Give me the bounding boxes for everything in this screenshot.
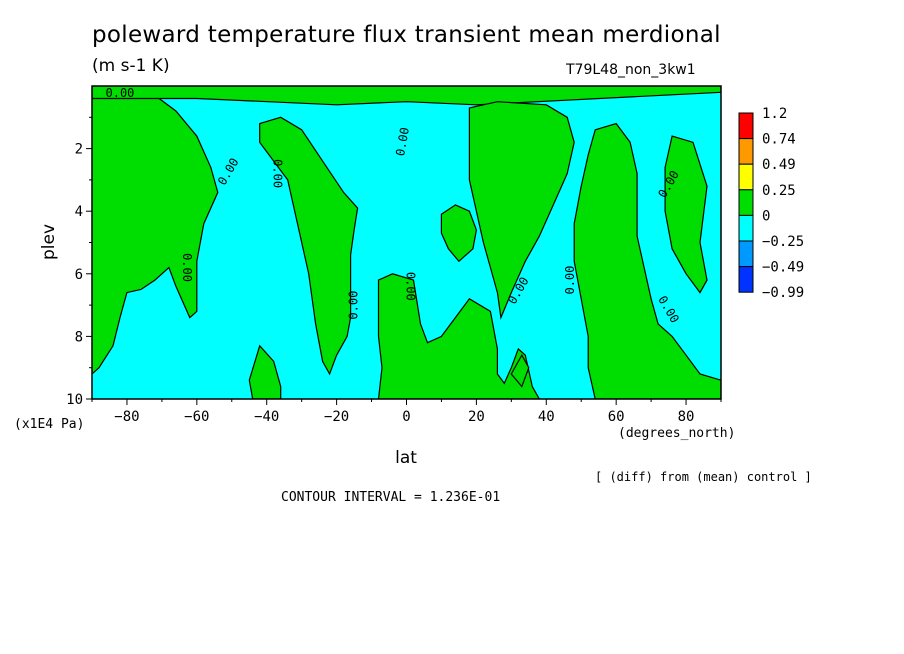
contour-label: 0.00 bbox=[180, 253, 194, 282]
y-axis-units: (x1E4 Pa) bbox=[14, 417, 84, 432]
x-tick-label: 60 bbox=[608, 409, 625, 425]
x-tick-label: 0 bbox=[402, 409, 410, 425]
colorbar-swatch bbox=[738, 112, 754, 140]
x-tick-label: 80 bbox=[678, 409, 695, 425]
positive-region-4 bbox=[377, 273, 540, 399]
y-tick-label: 4 bbox=[75, 204, 83, 220]
x-tick-label: −80 bbox=[114, 409, 139, 425]
diff-note: [ (diff) from (mean) control ] bbox=[595, 470, 812, 484]
colorbar-label: −0.49 bbox=[762, 260, 804, 276]
colorbar-label: 0 bbox=[762, 208, 770, 224]
colorbar-label: 1.2 bbox=[762, 106, 787, 122]
colorbar-label: −0.25 bbox=[762, 234, 804, 250]
x-tick-label: −20 bbox=[324, 409, 349, 425]
colorbar-swatch bbox=[738, 189, 754, 216]
colorbar-label: 0.74 bbox=[762, 132, 796, 148]
chart-title: poleward temperature flux transient mean… bbox=[92, 22, 721, 48]
positive-region-8 bbox=[468, 101, 575, 320]
colorbar-swatch bbox=[738, 240, 754, 268]
positive-region-7 bbox=[510, 353, 530, 388]
contour-label: 0.00 bbox=[563, 266, 577, 295]
y-tick-label: 8 bbox=[75, 329, 83, 345]
y-axis-label: plev bbox=[39, 224, 59, 260]
colorbar-label: −0.99 bbox=[762, 285, 804, 301]
contour-label: 0.00 bbox=[347, 291, 361, 320]
colorbar-label: 0.49 bbox=[762, 157, 796, 173]
contour-label: 0.00 bbox=[106, 86, 135, 100]
positive-region-5 bbox=[440, 204, 478, 263]
x-tick-label: 40 bbox=[538, 409, 555, 425]
run-label: T79L48_non_3kw1 bbox=[566, 62, 696, 78]
positive-region-1 bbox=[92, 94, 219, 375]
positive-region-10 bbox=[664, 135, 708, 294]
y-tick-label: 10 bbox=[66, 392, 83, 408]
x-tick-label: 20 bbox=[468, 409, 485, 425]
y-tick-label: 6 bbox=[75, 267, 83, 283]
colorbar-swatch bbox=[738, 163, 754, 191]
positive-region-2 bbox=[259, 116, 359, 376]
positive-region-9 bbox=[573, 122, 721, 399]
colorbar-label: 0.25 bbox=[762, 183, 796, 199]
x-axis-units: (degrees_north) bbox=[618, 426, 735, 441]
y-tick-label: 2 bbox=[75, 142, 83, 158]
colorbar-swatch bbox=[738, 214, 754, 242]
positive-region-6 bbox=[92, 86, 721, 106]
chart-units: (m s-1 K) bbox=[92, 56, 170, 76]
colorbar-swatch bbox=[738, 138, 754, 165]
x-tick-label: −40 bbox=[254, 409, 279, 425]
positive-region-3 bbox=[248, 344, 282, 399]
contour-interval: CONTOUR INTERVAL = 1.236E-01 bbox=[281, 490, 501, 505]
x-tick-label: −60 bbox=[184, 409, 209, 425]
contour-label: 0.00 bbox=[271, 159, 285, 188]
contour-label: 0.00 bbox=[393, 126, 412, 157]
contour-label: 0.00 bbox=[404, 272, 418, 301]
x-axis-label: lat bbox=[395, 448, 417, 468]
colorbar-swatch bbox=[738, 266, 754, 293]
